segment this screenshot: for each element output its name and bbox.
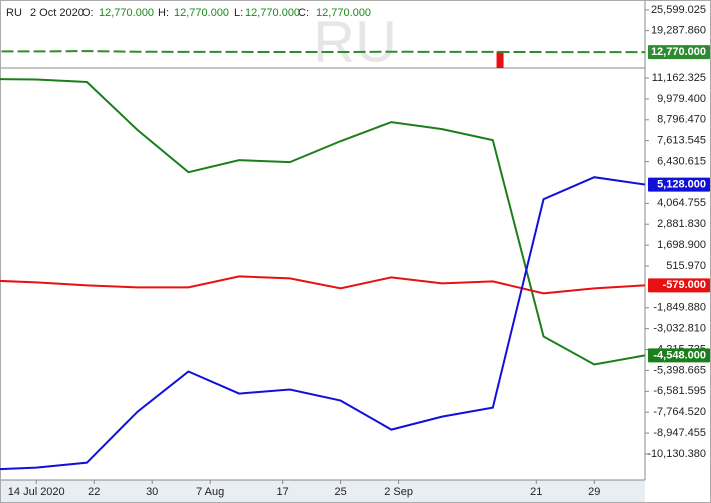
- y-tick-label: 4,064.755: [657, 197, 706, 209]
- last-value-badge: [648, 45, 710, 60]
- y-tick-label: 6,430.615: [657, 155, 706, 167]
- x-axis-band: [0, 480, 711, 503]
- field-value: 12,770.000: [245, 7, 300, 19]
- last-value-label: -579.000: [663, 279, 706, 291]
- field-label: H:: [158, 7, 169, 19]
- y-tick-label: 2,881.830: [657, 218, 706, 230]
- x-tick-label: 25: [334, 486, 346, 498]
- field-value: 12,770.000: [174, 7, 229, 19]
- x-tick-label: 29: [588, 486, 600, 498]
- x-tick-label: 2 Sep: [384, 486, 413, 498]
- series-line: [0, 176, 645, 471]
- last-value-badge: [648, 177, 710, 192]
- series-line: [0, 275, 645, 295]
- y-tick-label: 1,698.900: [657, 239, 706, 251]
- y-tick-label: 515.970: [666, 260, 706, 272]
- x-tick-label: 17: [277, 486, 289, 498]
- y-tick-label: -3,032.810: [653, 323, 706, 335]
- y-tick-label: 19,287.860: [651, 25, 706, 37]
- y-tick-label: -8,947.455: [653, 427, 706, 439]
- y-tick-label: 11,162.325: [652, 72, 706, 84]
- x-tick-label: 21: [530, 486, 542, 498]
- x-tick-label: 22: [88, 486, 100, 498]
- x-tick-label: 14 Jul 2020: [8, 486, 65, 498]
- series-line: [0, 78, 645, 366]
- last-value-badge: [648, 348, 710, 363]
- field-label: O:: [82, 7, 94, 19]
- x-tick-label: 7 Aug: [196, 486, 224, 498]
- y-axis-band: [645, 0, 711, 503]
- pane: [0, 50, 645, 68]
- field-value: 12,770.000: [99, 7, 154, 19]
- down-bar: [496, 51, 504, 68]
- date: 2 Oct 2020: [30, 7, 84, 19]
- last-value-badge: [648, 278, 710, 293]
- y-tick-label: -1,849.880: [653, 302, 706, 314]
- y-tick-label: 8,796.470: [657, 114, 706, 126]
- y-tick-label: 25,599.025: [651, 4, 706, 16]
- plot: [0, 50, 645, 471]
- field-value: 12,770.000: [316, 7, 371, 19]
- pane: [0, 78, 645, 471]
- y-tick-label: -10,130.380: [647, 448, 706, 460]
- y-tick-label: 9,979.400: [657, 93, 706, 105]
- field-label: L:: [234, 7, 243, 19]
- y-tick-label: 7,613.545: [657, 135, 706, 147]
- last-value-label: -4,548.000: [653, 349, 706, 361]
- series-line: [0, 50, 645, 54]
- y-tick-label: -5,398.665: [653, 364, 706, 376]
- x-tick-label: 30: [146, 486, 158, 498]
- symbol: RU: [6, 7, 22, 19]
- field-label: C:: [298, 7, 309, 19]
- y-tick-label: -7,764.520: [653, 406, 706, 418]
- y-tick-label: -6,581.595: [653, 385, 706, 397]
- header: RU 2 Oct 2020 O: 12,770.000 H: 12,770.000 L:…: [6, 7, 371, 19]
- watermark: RU: [313, 9, 397, 74]
- last-value-label: 12,770.000: [651, 46, 706, 58]
- last-value-label: 5,128.000: [657, 178, 706, 190]
